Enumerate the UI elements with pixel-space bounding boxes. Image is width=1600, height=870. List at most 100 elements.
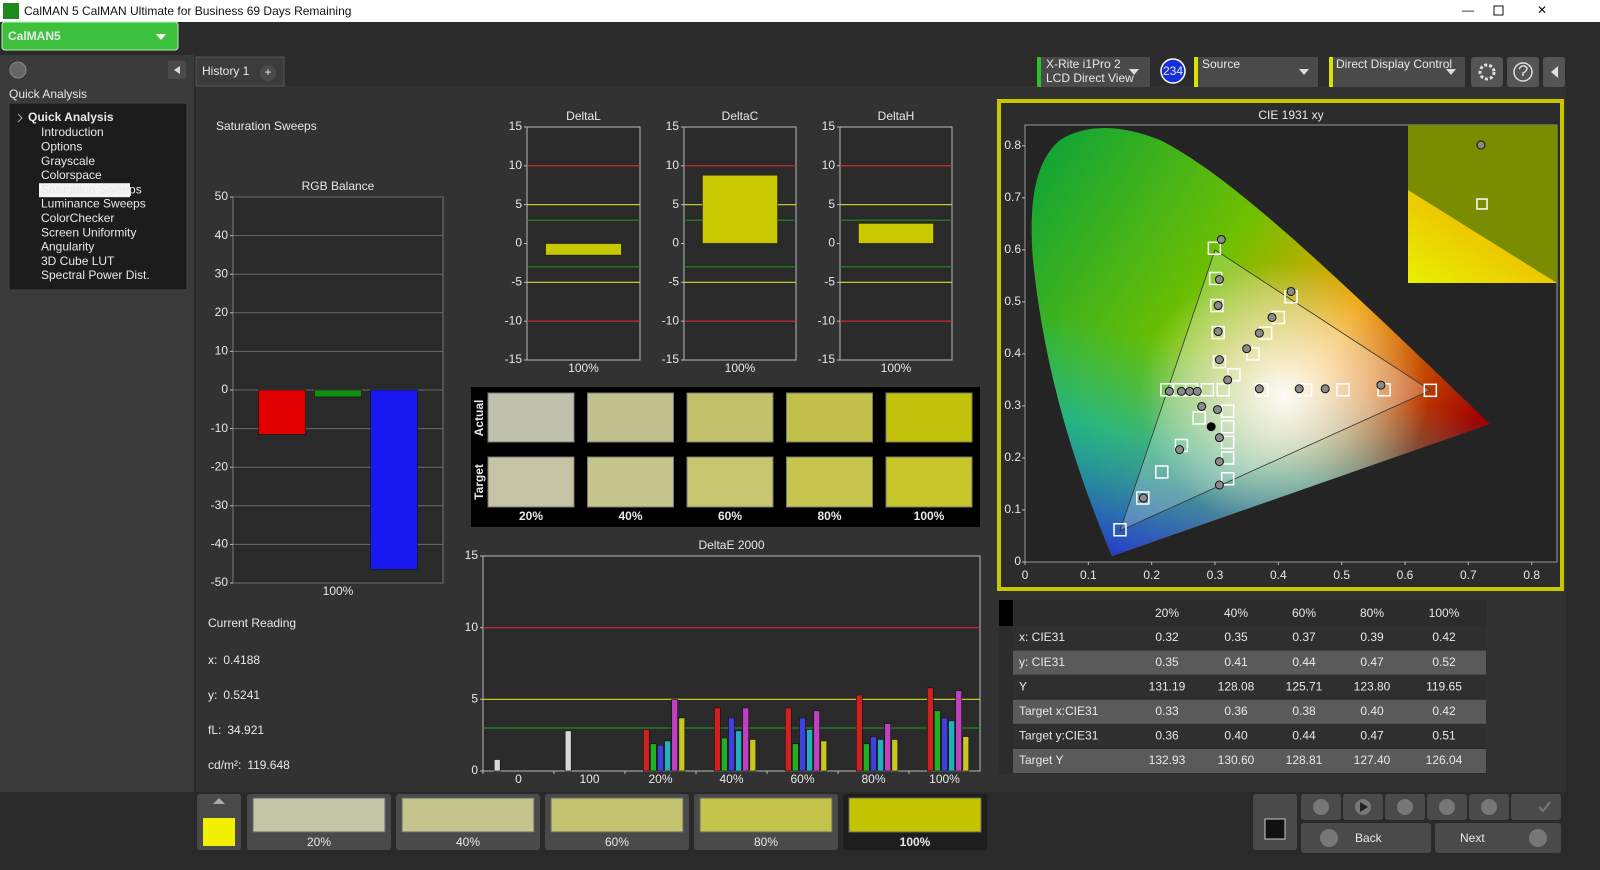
- actual-point: [1175, 445, 1185, 455]
- sidebar-pin[interactable]: [9, 61, 27, 79]
- bar: [870, 736, 877, 772]
- tree-expander[interactable]: [17, 113, 23, 123]
- swatch-label: 40%: [456, 835, 480, 849]
- y-tick-label: 15: [509, 119, 523, 133]
- row-label: Target Y: [1019, 753, 1063, 767]
- tree-item[interactable]: Angularity: [41, 240, 94, 254]
- next-label[interactable]: Next: [1460, 831, 1485, 845]
- reading-value: 34.921: [227, 723, 264, 737]
- tree-item[interactable]: 3D Cube LUT: [41, 254, 115, 268]
- table-cell: 0.36: [1155, 729, 1179, 743]
- actual-point: [1214, 480, 1224, 490]
- bar: [702, 174, 778, 244]
- reading-title: Current Reading: [208, 616, 296, 630]
- tree-item[interactable]: ColorChecker: [41, 211, 114, 225]
- tree-item[interactable]: Introduction: [41, 125, 104, 139]
- chart-title: DeltaH: [878, 109, 915, 123]
- source-box[interactable]: [1194, 57, 1318, 87]
- tree-item[interactable]: Options: [41, 139, 82, 153]
- help-glyph: [1518, 65, 1528, 76]
- table-cell: 0.35: [1224, 630, 1248, 644]
- reading-label: y:: [208, 688, 217, 702]
- reading-label: cd/m²:: [208, 758, 241, 772]
- add-tab-label[interactable]: +: [264, 65, 271, 79]
- y-tick-label: 10: [666, 158, 680, 172]
- toggle-arrow: [1551, 66, 1558, 78]
- swatch-label: 40%: [618, 509, 642, 523]
- dropdown-arrow: [1299, 69, 1309, 75]
- tree-item[interactable]: Spectral Power Dist.: [41, 268, 150, 282]
- y-tick-label: 0: [828, 236, 835, 250]
- display-box[interactable]: [1329, 57, 1465, 87]
- badge-text: 234: [1163, 64, 1183, 78]
- bar: [785, 707, 792, 772]
- add-tab[interactable]: [260, 65, 276, 81]
- tree-item[interactable]: Grayscale: [41, 154, 95, 168]
- y-tick-label: -15: [662, 352, 680, 366]
- bar: [728, 717, 735, 772]
- measure-icon: [1397, 799, 1413, 815]
- actual-point: [1254, 384, 1264, 394]
- row-label: Target y:CIE31: [1019, 729, 1099, 743]
- target-point: [1136, 491, 1150, 505]
- badge[interactable]: [1160, 58, 1186, 84]
- next-button[interactable]: [1435, 823, 1561, 853]
- tab-label[interactable]: History 1: [202, 64, 250, 78]
- x-tick-label: 100%: [929, 772, 960, 786]
- row-label: Target: [472, 464, 486, 500]
- target-point: [1220, 419, 1235, 434]
- minimize-button[interactable]: —: [1462, 3, 1474, 17]
- x-tick-label: 0.5: [1333, 568, 1350, 582]
- toggle-arrow: [213, 798, 225, 804]
- column-header: 100%: [1429, 606, 1460, 620]
- row-label: Target x:CIE31: [1019, 704, 1099, 718]
- tree-item[interactable]: Screen Uniformity: [41, 225, 136, 239]
- actual-point: [1214, 355, 1224, 365]
- swatch-label: 100%: [900, 835, 931, 849]
- target-point: [1113, 522, 1127, 537]
- y-tick-label: 15: [666, 119, 680, 133]
- source-label: Source: [1202, 57, 1240, 71]
- meter-box[interactable]: [1037, 57, 1150, 87]
- check-button[interactable]: [1511, 794, 1561, 820]
- y-tick-label: 15: [465, 548, 479, 562]
- x-tick-label: 0.4: [1270, 568, 1287, 582]
- actual-point: [1213, 405, 1223, 415]
- help-button[interactable]: [1507, 57, 1539, 87]
- tree-item[interactable]: Colorspace: [41, 168, 102, 182]
- swatch-color: [401, 797, 535, 833]
- table-row: [1013, 626, 1486, 650]
- logo-text: CalMAN5: [8, 29, 61, 43]
- table-cell: 0.47: [1360, 655, 1384, 669]
- y-tick-label: 40: [215, 228, 229, 242]
- x-tick-label: 0.7: [1460, 568, 1477, 582]
- x-tick-label: 0.2: [1143, 568, 1160, 582]
- y-tick-label: -5: [668, 275, 679, 289]
- target-point: [1216, 383, 1230, 397]
- table-cell: 0.33: [1155, 704, 1179, 718]
- tree-item[interactable]: Saturation Sweeps: [41, 182, 142, 196]
- title-bar: [0, 0, 1600, 22]
- target-swatch: [587, 456, 674, 508]
- maximize-button[interactable]: [1493, 5, 1504, 16]
- tree-root[interactable]: Quick Analysis: [28, 110, 114, 124]
- table-cell: 0.38: [1292, 704, 1316, 718]
- logo[interactable]: [1, 21, 179, 51]
- back-label[interactable]: Back: [1355, 831, 1383, 845]
- swatch-color: [848, 797, 982, 833]
- bar: [856, 694, 863, 772]
- y-tick-label: 0.5: [1004, 294, 1021, 308]
- y-tick-label: 0: [515, 236, 522, 250]
- settings-button[interactable]: [1471, 57, 1503, 87]
- tree-item[interactable]: Luminance Sweeps: [41, 197, 146, 211]
- row-label: y: CIE31: [1019, 655, 1065, 669]
- x-tick-label: 100%: [725, 361, 756, 375]
- close-button[interactable]: ✕: [1537, 3, 1547, 17]
- table-cell: 0.39: [1360, 630, 1384, 644]
- y-tick-label: -10: [505, 313, 523, 327]
- y-tick-label: 0.8: [1004, 138, 1021, 152]
- dropdown-arrow: [1129, 69, 1139, 75]
- y-tick-label: 15: [822, 119, 836, 133]
- y-tick-label: 5: [828, 197, 835, 211]
